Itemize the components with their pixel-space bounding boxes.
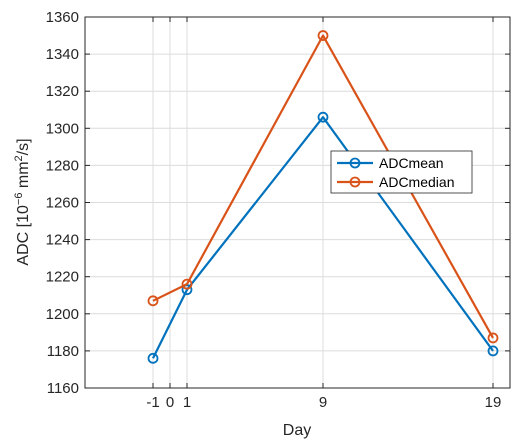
- data-point-adcmean: [147, 352, 159, 364]
- y-tick-label: 1260: [46, 195, 79, 212]
- x-tick-label: 9: [319, 394, 327, 411]
- x-tick-label: 19: [485, 394, 502, 411]
- legend: ADCmean ADCmedian: [330, 150, 473, 194]
- y-tick-label: 1360: [46, 9, 79, 26]
- data-point-adcmedian: [181, 278, 193, 290]
- y-tick-label: 1180: [47, 343, 79, 360]
- y-tick-label: 1340: [46, 46, 79, 63]
- y-axis-label-base: ADC [10: [15, 205, 32, 266]
- legend-swatch-marker: [349, 176, 361, 188]
- data-point-adcmean: [317, 111, 329, 123]
- y-axis-label-exponent: −6: [13, 193, 25, 206]
- y-axis-label-unit-end: /s]: [15, 138, 32, 155]
- axis-ticks: 1160 1180 1200 1220 1240 1260 1280 1300 1320 1340…: [46, 9, 510, 411]
- y-tick-label: 1280: [46, 157, 79, 174]
- legend-label: ADCmean: [379, 155, 444, 171]
- y-tick-label: 1200: [46, 306, 79, 323]
- y-tick-label: 1320: [46, 83, 79, 100]
- legend-label: ADCmedian: [379, 174, 454, 190]
- y-tick-label: 1220: [46, 269, 79, 286]
- x-axis-label: Day: [283, 422, 311, 439]
- y-tick-label: 1240: [46, 232, 79, 249]
- y-tick-label: 1300: [46, 120, 79, 137]
- data-point-adcmedian: [487, 332, 499, 344]
- y-tick-label: 1160: [47, 380, 79, 397]
- x-tick-label: 0: [166, 394, 174, 411]
- y-axis-label-unit: mm: [15, 161, 32, 192]
- data-point-adcmean: [487, 345, 499, 357]
- data-point-adcmedian: [147, 295, 159, 307]
- x-tick-label: -1: [146, 394, 159, 411]
- series-line-adcmean: [152, 116, 494, 359]
- data-point-adcmedian: [317, 30, 329, 41]
- legend-swatch-marker: [349, 157, 361, 169]
- y-axis-label: ADC [10−6 mm2/s]: [13, 138, 32, 265]
- y-axis-label-unit-exponent: 2: [13, 155, 25, 161]
- x-tick-label: 1: [183, 394, 191, 411]
